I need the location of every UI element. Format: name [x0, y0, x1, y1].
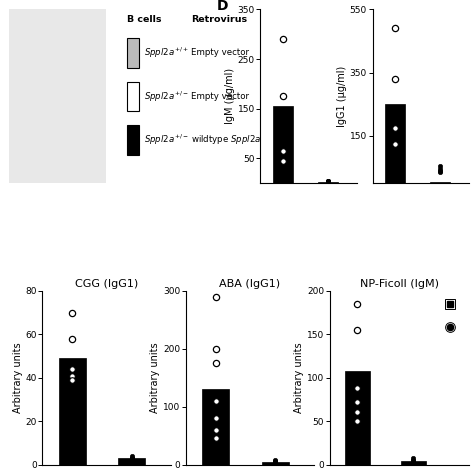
Bar	[118, 458, 145, 465]
Bar	[345, 371, 370, 465]
Bar	[59, 358, 86, 465]
Text: D: D	[217, 0, 228, 13]
Title: NP-Ficoll (IgM): NP-Ficoll (IgM)	[360, 279, 439, 289]
Bar	[273, 106, 293, 183]
Text: $Sppl2a^{+/-}$: $Sppl2a^{+/-}$	[144, 133, 189, 147]
Bar	[430, 182, 450, 183]
Bar	[401, 461, 426, 465]
Text: $Sppl2a^{+/-}$: $Sppl2a^{+/-}$	[144, 89, 189, 103]
Text: Empty vector: Empty vector	[191, 92, 249, 101]
Bar	[202, 389, 229, 465]
Text: wildtype $Sppl2a$: wildtype $Sppl2a$	[191, 133, 261, 146]
Bar	[385, 104, 405, 183]
Y-axis label: Arbitrary units: Arbitrary units	[294, 342, 304, 413]
Y-axis label: IgM (μg/ml): IgM (μg/ml)	[225, 68, 235, 124]
Title: CGG (IgG1): CGG (IgG1)	[75, 279, 138, 289]
Y-axis label: IgG1 (μg/ml): IgG1 (μg/ml)	[337, 66, 347, 127]
FancyBboxPatch shape	[127, 125, 139, 155]
Y-axis label: Arbitrary units: Arbitrary units	[13, 342, 23, 413]
Title: ABA (IgG1): ABA (IgG1)	[219, 279, 281, 289]
Text: Empty vector: Empty vector	[191, 48, 249, 57]
Bar	[262, 462, 289, 465]
Text: B cells: B cells	[127, 15, 161, 24]
Bar	[318, 182, 338, 183]
FancyBboxPatch shape	[127, 82, 139, 111]
FancyBboxPatch shape	[127, 38, 139, 68]
Text: $Sppl2a^{+/+}$: $Sppl2a^{+/+}$	[144, 46, 189, 60]
Y-axis label: Arbitrary units: Arbitrary units	[150, 342, 160, 413]
Text: Retrovirus: Retrovirus	[191, 15, 247, 24]
